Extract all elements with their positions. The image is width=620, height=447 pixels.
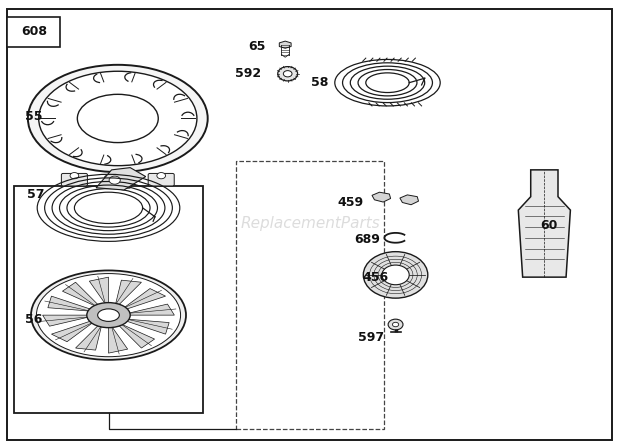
- FancyBboxPatch shape: [105, 176, 131, 188]
- Text: 689: 689: [355, 232, 381, 246]
- Ellipse shape: [87, 303, 130, 328]
- Circle shape: [283, 71, 292, 77]
- Ellipse shape: [37, 274, 180, 357]
- Ellipse shape: [28, 65, 208, 172]
- Text: 57: 57: [27, 188, 45, 201]
- Polygon shape: [48, 296, 99, 312]
- Polygon shape: [114, 280, 141, 309]
- Polygon shape: [120, 304, 174, 315]
- Text: 55: 55: [25, 110, 43, 123]
- FancyBboxPatch shape: [61, 173, 87, 186]
- Ellipse shape: [38, 71, 197, 166]
- Polygon shape: [63, 282, 103, 309]
- Text: 456: 456: [362, 270, 388, 284]
- Circle shape: [382, 265, 409, 285]
- Text: 459: 459: [337, 195, 363, 209]
- Ellipse shape: [98, 309, 119, 321]
- Polygon shape: [43, 315, 97, 326]
- Text: 65: 65: [249, 40, 266, 54]
- Polygon shape: [279, 41, 291, 48]
- Text: 58: 58: [311, 76, 328, 89]
- Polygon shape: [96, 168, 146, 190]
- Polygon shape: [108, 322, 128, 353]
- Polygon shape: [51, 318, 99, 342]
- Text: 60: 60: [540, 219, 557, 232]
- Ellipse shape: [78, 94, 158, 143]
- Bar: [14, 186, 203, 413]
- Circle shape: [363, 252, 428, 298]
- Polygon shape: [76, 321, 103, 350]
- Text: ReplacementParts: ReplacementParts: [240, 216, 380, 231]
- Circle shape: [388, 319, 403, 330]
- Polygon shape: [118, 289, 166, 312]
- Circle shape: [392, 322, 399, 327]
- Polygon shape: [118, 318, 169, 334]
- Circle shape: [109, 176, 120, 184]
- Bar: [236, 161, 384, 429]
- Text: 597: 597: [358, 331, 384, 344]
- Polygon shape: [89, 277, 108, 308]
- Polygon shape: [518, 170, 570, 277]
- Polygon shape: [400, 195, 419, 205]
- Text: 56: 56: [25, 313, 43, 326]
- Text: 592: 592: [235, 67, 261, 80]
- Ellipse shape: [31, 270, 186, 360]
- Polygon shape: [114, 321, 154, 348]
- Bar: [7, 17, 60, 47]
- Polygon shape: [372, 192, 391, 202]
- Circle shape: [278, 67, 298, 81]
- Text: 608: 608: [21, 25, 47, 38]
- Circle shape: [157, 173, 166, 179]
- Circle shape: [70, 173, 79, 179]
- FancyBboxPatch shape: [148, 173, 174, 186]
